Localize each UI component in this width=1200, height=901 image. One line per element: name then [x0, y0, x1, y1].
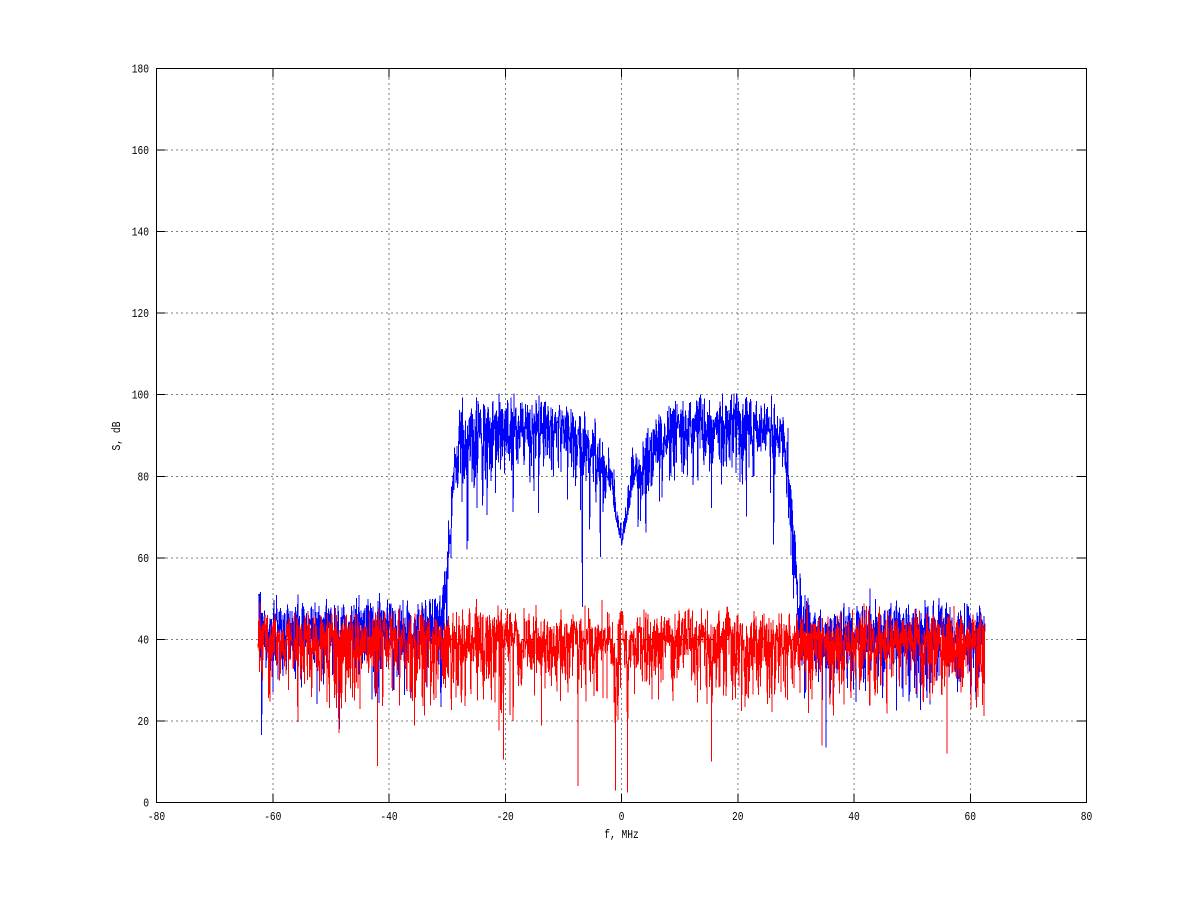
svg-text:80: 80: [138, 470, 150, 484]
svg-text:0: 0: [143, 797, 149, 811]
svg-text:60: 60: [138, 552, 150, 566]
svg-text:-80: -80: [148, 810, 165, 824]
svg-text:120: 120: [132, 307, 149, 321]
svg-text:S, dB: S, dB: [110, 422, 124, 451]
svg-text:0: 0: [619, 810, 625, 824]
svg-text:-60: -60: [264, 810, 281, 824]
svg-text:180: 180: [132, 63, 149, 77]
svg-text:160: 160: [132, 144, 149, 158]
svg-text:20: 20: [732, 810, 744, 824]
svg-text:f, MHz: f, MHz: [604, 828, 639, 842]
svg-text:60: 60: [964, 810, 976, 824]
svg-text:40: 40: [138, 633, 150, 647]
svg-text:-40: -40: [380, 810, 397, 824]
svg-text:40: 40: [848, 810, 860, 824]
svg-text:-20: -20: [497, 810, 514, 824]
svg-text:80: 80: [1081, 810, 1093, 824]
svg-text:20: 20: [138, 715, 150, 729]
svg-text:100: 100: [132, 389, 149, 403]
svg-text:140: 140: [132, 226, 149, 240]
